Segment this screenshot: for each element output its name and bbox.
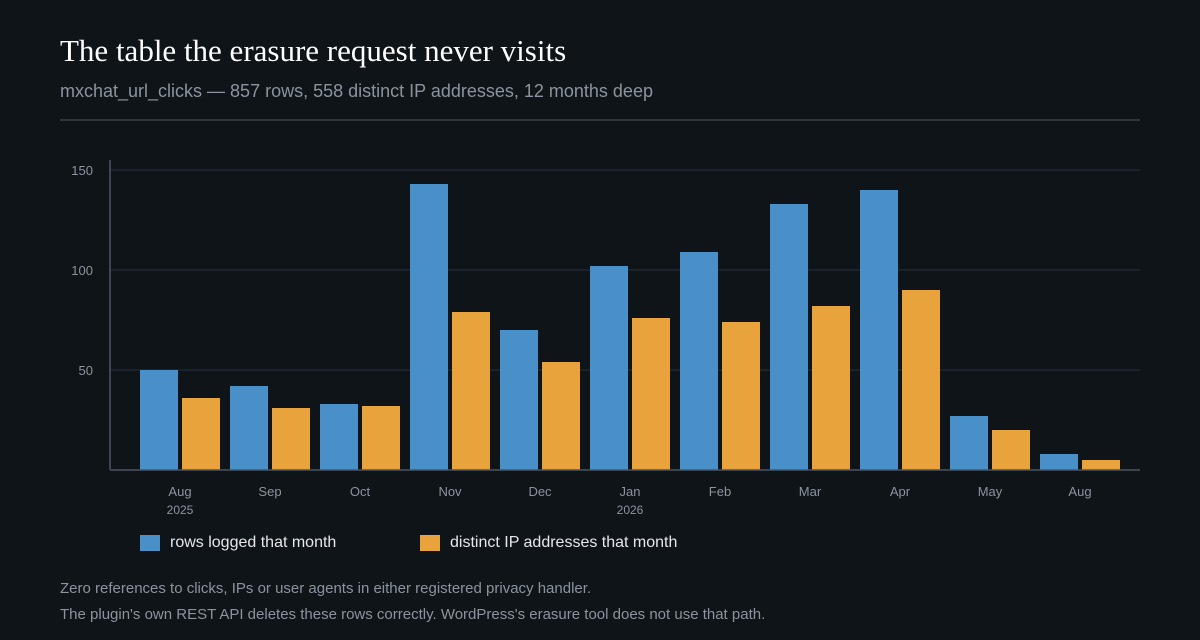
x-tick-label: May — [978, 484, 1003, 499]
x-tick-label: Feb — [709, 484, 731, 499]
bar-ips — [272, 408, 310, 470]
x-tick-year-label: 2025 — [167, 503, 194, 517]
x-tick-label: Oct — [350, 484, 371, 499]
y-tick-label: 50 — [79, 363, 93, 378]
bar-rows — [680, 252, 718, 470]
x-tick-label: Apr — [890, 484, 911, 499]
legend-item-ips: distinct IP addresses that month — [420, 534, 677, 552]
bar-rows — [950, 416, 988, 470]
bar-ips — [722, 322, 760, 470]
footnote-2: The plugin's own REST API deletes these … — [60, 606, 766, 623]
bar-rows — [500, 330, 538, 470]
y-tick-label: 100 — [71, 263, 93, 278]
bar-ips — [992, 430, 1030, 470]
bar-ips — [182, 398, 220, 470]
x-tick-label: Mar — [799, 484, 822, 499]
bar-ips — [362, 406, 400, 470]
bar-ips — [452, 312, 490, 470]
x-tick-label: Nov — [438, 484, 462, 499]
x-tick-label: Aug — [1068, 484, 1091, 499]
bar-rows — [1040, 454, 1078, 470]
bar-ips — [542, 362, 580, 470]
legend-swatch-rows — [140, 535, 160, 551]
x-tick-label: Aug — [168, 484, 191, 499]
chart-subtitle: mxchat_url_clicks — 857 rows, 558 distin… — [60, 81, 653, 101]
bar-ips — [632, 318, 670, 470]
bar-rows — [140, 370, 178, 470]
bar-rows — [770, 204, 808, 470]
legend-item-rows: rows logged that month — [140, 534, 336, 552]
legend-label-ips: distinct IP addresses that month — [450, 534, 678, 551]
x-tick-label: Sep — [258, 484, 281, 499]
x-tick-year-label: 2026 — [617, 503, 644, 517]
bar-rows — [590, 266, 628, 470]
bar-rows — [320, 404, 358, 470]
bar-chart: 50 100 150 Aug 2025 Sep Oct Nov Dec Jan 2026 Feb Mar… — [71, 160, 1140, 517]
legend-label-rows: rows logged that month — [170, 534, 337, 551]
footnote-1: Zero references to clicks, IPs or user a… — [60, 580, 592, 597]
x-tick-label: Jan — [620, 484, 641, 499]
chart-title: The table the erasure request never visi… — [60, 33, 567, 68]
y-tick-label: 150 — [71, 163, 93, 178]
bar-rows — [860, 190, 898, 470]
legend-swatch-ips — [420, 535, 440, 551]
header-divider — [60, 119, 1140, 121]
bar-ips — [1082, 460, 1120, 470]
bar-ips — [812, 306, 850, 470]
bar-ips — [902, 290, 940, 470]
bar-rows — [230, 386, 268, 470]
bar-rows — [410, 184, 448, 470]
x-tick-label: Dec — [528, 484, 552, 499]
